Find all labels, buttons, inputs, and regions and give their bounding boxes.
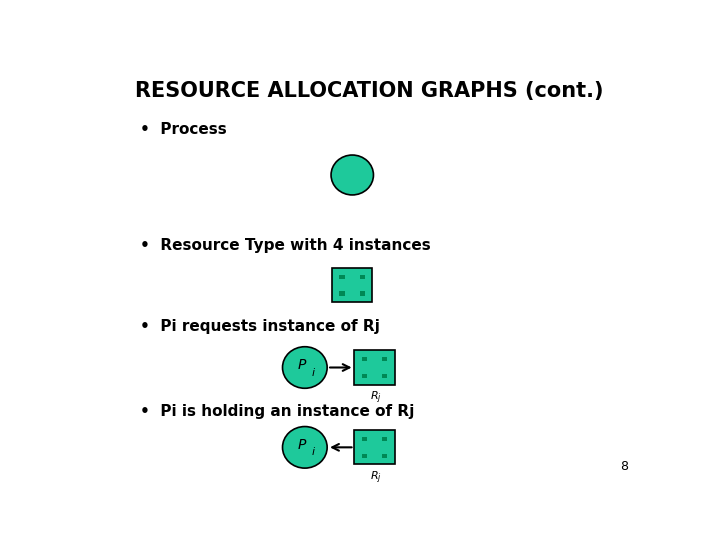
- Ellipse shape: [282, 427, 327, 468]
- Bar: [354, 430, 395, 464]
- FancyBboxPatch shape: [361, 437, 367, 441]
- Text: $R_j$: $R_j$: [370, 470, 382, 486]
- Bar: [332, 268, 372, 302]
- Text: 8: 8: [621, 460, 629, 473]
- FancyBboxPatch shape: [382, 437, 387, 441]
- Text: •  Pi is holding an instance of Rj: • Pi is holding an instance of Rj: [140, 404, 415, 420]
- Text: $i$: $i$: [311, 366, 316, 377]
- Text: $i$: $i$: [311, 446, 316, 457]
- FancyBboxPatch shape: [382, 374, 387, 378]
- FancyBboxPatch shape: [382, 454, 387, 458]
- Text: •  Pi requests instance of Rj: • Pi requests instance of Rj: [140, 319, 380, 334]
- Text: $P$: $P$: [297, 438, 307, 453]
- Text: $R_j$: $R_j$: [370, 390, 382, 407]
- FancyBboxPatch shape: [359, 292, 365, 295]
- Bar: [354, 350, 395, 384]
- FancyBboxPatch shape: [361, 454, 367, 458]
- Text: $P$: $P$: [297, 359, 307, 373]
- Text: •  Process: • Process: [140, 122, 227, 137]
- FancyBboxPatch shape: [361, 357, 367, 361]
- FancyBboxPatch shape: [359, 275, 365, 279]
- FancyBboxPatch shape: [361, 374, 367, 378]
- Text: RESOURCE ALLOCATION GRAPHS (cont.): RESOURCE ALLOCATION GRAPHS (cont.): [135, 82, 603, 102]
- FancyBboxPatch shape: [382, 357, 387, 361]
- Ellipse shape: [282, 347, 327, 388]
- Text: •  Resource Type with 4 instances: • Resource Type with 4 instances: [140, 238, 431, 253]
- FancyBboxPatch shape: [339, 292, 345, 295]
- Ellipse shape: [331, 155, 374, 195]
- FancyBboxPatch shape: [339, 275, 345, 279]
